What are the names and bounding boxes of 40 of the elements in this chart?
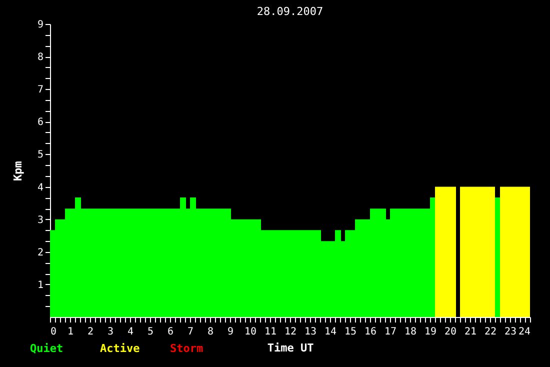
x-tick-label: 16 <box>364 326 377 338</box>
x-tick-label: 9 <box>227 326 234 338</box>
y-tick-label: 7 <box>37 84 44 96</box>
y-tick-label: 3 <box>37 214 44 226</box>
x-tick-label: 20 <box>444 326 457 338</box>
y-tick-label: 4 <box>37 182 44 194</box>
y-tick-label: 9 <box>37 20 44 30</box>
x-tick-label: 13 <box>304 326 317 338</box>
x-tick-label: 14 <box>324 326 337 338</box>
x-tick-label: 22 <box>484 326 497 338</box>
x-tick-label: 17 <box>384 326 397 338</box>
x-axis-title: Time UT <box>267 342 314 354</box>
chart-title: 28.09.2007 <box>256 5 324 18</box>
x-tick-label: 19 <box>424 326 437 338</box>
x-tick-label: 7 <box>187 326 194 338</box>
x-tick-label: 8 <box>207 326 214 338</box>
x-tick-label: 5 <box>147 326 154 338</box>
text: Quiet <box>30 342 64 355</box>
y-axis-title: Kpm <box>11 160 24 181</box>
x-tick-label: 11 <box>264 326 277 338</box>
x-tick-label: 12 <box>284 326 297 338</box>
y-tick-label: 8 <box>37 52 44 64</box>
y-tick-label: 2 <box>37 247 44 258</box>
x-tick-label: 6 <box>167 326 174 338</box>
x-tick-label: 4 <box>127 326 134 338</box>
x-tick-label: 1 <box>67 326 74 338</box>
x-tick-label: 23 <box>504 326 517 338</box>
x-tick-label: 2 <box>87 326 94 338</box>
y-tick-label: 1 <box>37 280 44 291</box>
x-tick-label: 3 <box>107 326 114 338</box>
x-tick-label: 21 <box>464 326 477 338</box>
x-tick-label: 24 <box>518 326 530 338</box>
y-tick-label: 6 <box>37 117 44 128</box>
x-tick-label: 18 <box>404 326 417 338</box>
text: Active <box>100 342 140 355</box>
x-tick-label: 10 <box>244 326 257 338</box>
x-tick-label: 0 <box>50 326 57 338</box>
text: Storm <box>170 342 204 355</box>
x-tick-label: 15 <box>344 326 357 338</box>
y-tick-label: 5 <box>37 150 44 161</box>
